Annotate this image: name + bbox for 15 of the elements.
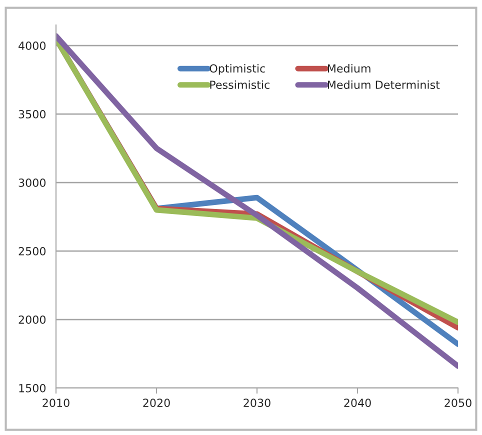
legend-label: Medium Determinist	[328, 80, 440, 89]
y-tick-label: 2500	[18, 246, 46, 256]
legend-label: Pessimistic	[210, 80, 270, 89]
y-tick-label: 3000	[18, 178, 46, 187]
x-tick-label: 2030	[244, 398, 270, 408]
y-tick-label: 1500	[19, 384, 46, 392]
x-tick-label: 2050	[444, 398, 472, 408]
y-tick-label: 3500	[18, 110, 46, 118]
y-tick-label: 4000	[18, 42, 46, 50]
x-tick-label: 2020	[143, 398, 170, 408]
x-tick-label: 2010	[42, 398, 70, 408]
x-tick-label: 2040	[344, 398, 371, 408]
y-tick-label: 2000	[18, 315, 46, 324]
legend-label: Optimistic	[210, 64, 265, 75]
legend-label: Medium	[328, 64, 370, 73]
